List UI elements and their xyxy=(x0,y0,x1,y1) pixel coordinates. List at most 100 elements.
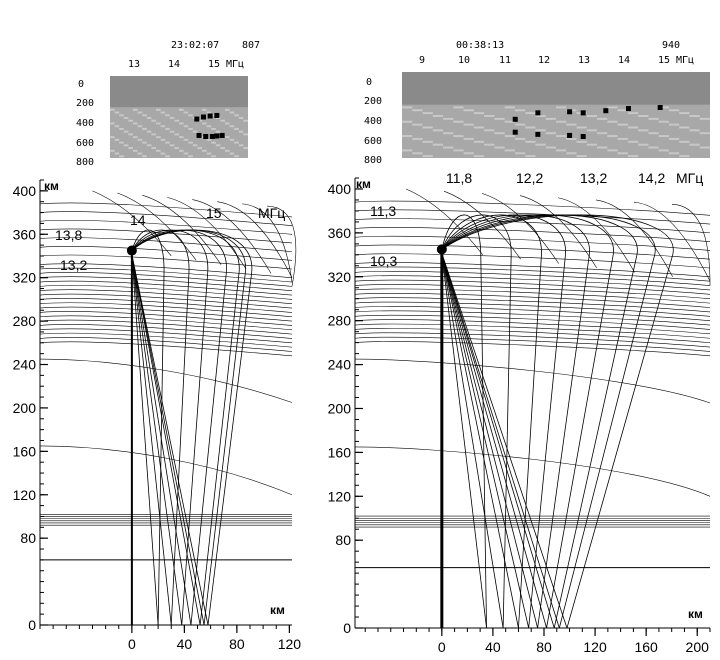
ionogram-height-tick: 600 xyxy=(76,138,94,149)
ionogram-speckle xyxy=(473,140,485,143)
ray-downgoing xyxy=(131,254,159,626)
ionogram-speckle xyxy=(412,109,423,112)
y-tick-label: 160 xyxy=(13,443,37,459)
ionogram-height-tick: 800 xyxy=(364,155,382,166)
ionogram-speckle xyxy=(128,133,133,136)
density-contour xyxy=(354,235,711,251)
density-contour xyxy=(354,332,711,348)
ionogram-speckle xyxy=(229,152,235,155)
ionogram-echo-band xyxy=(402,104,710,158)
density-contours xyxy=(39,190,297,526)
ionogram-speckle xyxy=(586,129,598,132)
ionogram-plot xyxy=(110,76,248,158)
ionogram-speckle xyxy=(607,135,618,138)
density-contour xyxy=(354,266,711,282)
ionogram-speckle xyxy=(658,149,669,152)
ionogram-freq-tick: 13 xyxy=(128,59,140,70)
y-tick-label: 120 xyxy=(13,487,37,503)
ionogram-speckle xyxy=(514,152,526,155)
density-contour xyxy=(39,328,293,344)
ionogram-speckle xyxy=(525,112,536,115)
density-contour-upper xyxy=(633,201,711,282)
ionogram-speckle xyxy=(443,132,454,135)
ionogram-speckle xyxy=(220,147,225,150)
ionogram-speckle xyxy=(422,155,433,158)
ionogram-speckle xyxy=(206,138,212,141)
ionogram-speckle xyxy=(179,149,184,152)
ionogram-freq-tick: 12 xyxy=(538,55,550,66)
ionogram-freq-tick: 13 xyxy=(578,55,590,66)
ionogram-speckle xyxy=(402,106,413,109)
ionogram-speckle xyxy=(110,136,115,139)
density-contour xyxy=(354,314,711,330)
ionogram-speckle xyxy=(174,133,179,136)
density-contour xyxy=(39,341,293,357)
ionogram-point xyxy=(603,108,609,114)
ionogram-speckle xyxy=(556,120,567,123)
ionogram-speckle xyxy=(566,123,577,126)
y-tick-label: 200 xyxy=(328,400,352,416)
ionogram-speckle xyxy=(183,138,189,141)
ionogram-point xyxy=(214,112,220,118)
ionogram-speckle xyxy=(238,117,244,119)
ionogram-speckle xyxy=(689,129,700,132)
x-axis-unit: км xyxy=(270,603,285,617)
x-tick-label: 160 xyxy=(634,639,658,655)
ionogram-speckle xyxy=(443,117,454,120)
ionogram-speckle xyxy=(412,152,423,155)
ionogram-speckle xyxy=(545,117,556,120)
ionogram-speckle xyxy=(607,120,618,123)
ionogram-height-tick: 0 xyxy=(78,79,84,90)
ionogram-speckle xyxy=(699,117,710,120)
ionogram-point xyxy=(567,132,573,138)
ionogram-number: 807 xyxy=(242,40,260,51)
ionogram-freq-tick: 14 xyxy=(168,59,180,70)
chart-axes: 0 80 120 160 200 240 280 320 360 400 0 40 80 120 xyxy=(13,179,302,652)
x-tick-label: 40 xyxy=(485,639,501,655)
ionogram-height-tick: 600 xyxy=(364,136,382,147)
ionogram-speckle xyxy=(188,141,193,144)
ionogram-time: 00:38:13 xyxy=(456,40,504,51)
ionogram-speckle xyxy=(617,109,628,112)
ionogram-speckle xyxy=(484,129,495,132)
density-contour-upper xyxy=(557,197,635,273)
ray-downgoing xyxy=(441,253,519,629)
ionogram-speckle xyxy=(668,137,680,140)
ionogram-speckle xyxy=(473,126,485,129)
ionogram-freq-unit: МГц xyxy=(226,59,244,70)
ionogram-point xyxy=(219,132,225,138)
density-contour xyxy=(354,306,711,321)
density-contour xyxy=(39,311,293,326)
ionogram-speckle xyxy=(412,123,423,126)
x-tick-label: 0 xyxy=(438,639,446,655)
ray-paths xyxy=(126,229,253,626)
x-tick-label: 120 xyxy=(278,636,302,652)
density-contour xyxy=(39,332,293,348)
ionogram-speckle xyxy=(179,108,184,111)
ionogram-freq-unit: МГц xyxy=(676,55,694,66)
y-tick-label: 320 xyxy=(13,270,37,286)
ionogram-speckle xyxy=(545,146,556,149)
ionogram-speckle xyxy=(156,149,161,152)
density-contour-lower xyxy=(39,445,293,496)
ionogram-speckle xyxy=(160,111,166,114)
density-contour xyxy=(354,253,711,269)
ionogram-speckle xyxy=(504,120,515,123)
density-contour xyxy=(39,254,293,270)
y-tick-label: 400 xyxy=(328,181,352,197)
ray-upgoing xyxy=(131,229,246,626)
ionogram-speckle xyxy=(156,108,161,111)
ionogram-speckle xyxy=(133,149,138,152)
density-contour-upper xyxy=(117,192,197,261)
ray-upgoing xyxy=(131,229,253,626)
ionogram-point xyxy=(625,106,631,112)
ray-upgoing xyxy=(441,214,542,629)
density-contour xyxy=(39,324,293,339)
ionogram-speckle xyxy=(137,125,143,128)
ionogram-speckle xyxy=(165,141,170,144)
ionogram-speckle xyxy=(699,146,710,149)
density-contour xyxy=(39,263,293,278)
ionogram-freq-tick: 15 xyxy=(208,59,220,70)
ray-label: 11,3 xyxy=(370,203,396,219)
ionogram-speckle xyxy=(183,111,189,114)
